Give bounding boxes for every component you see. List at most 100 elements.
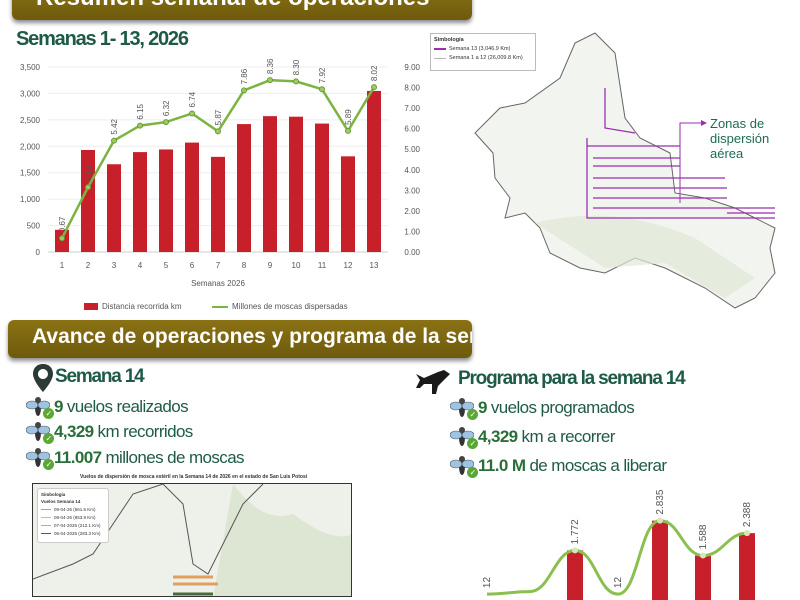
x-tick: 7 xyxy=(216,261,221,270)
map-callout-line3: aérea xyxy=(710,146,744,161)
bar xyxy=(695,555,711,600)
data-label: 6.32 xyxy=(162,100,171,116)
line-point-week-12 xyxy=(345,127,351,134)
bar-week-7 xyxy=(211,156,225,252)
fly-icon: ✓ xyxy=(25,395,54,419)
y-left-tick: 2,500 xyxy=(20,116,41,125)
section-banner-resumen: Resumen semanal de operaciones xyxy=(12,0,472,20)
week14-daily-chart: 12 1.772 12 2.835 1.588 2.388 xyxy=(482,489,755,600)
legend-item-label: 08-04-26 (853.9 Km) xyxy=(54,515,96,520)
stat-number: 4,329 xyxy=(478,427,518,446)
bar-week-13 xyxy=(367,90,381,252)
data-label: 5.87 xyxy=(214,109,223,125)
line-point-week-6 xyxy=(189,110,195,117)
data-label: 0.67 xyxy=(58,216,67,232)
data-label: 7.86 xyxy=(240,68,249,84)
legend-item: 06-04-2026 (283.3 Km) xyxy=(41,531,105,536)
data-label: 12 xyxy=(482,577,493,589)
data-label: 8.36 xyxy=(266,58,275,74)
y-right-tick: 7.00 xyxy=(404,104,420,113)
line-point-week-2 xyxy=(85,184,91,191)
y-left-tick: 1,500 xyxy=(20,169,41,178)
y-right-tick: 5.00 xyxy=(404,145,420,154)
legend-item: 08-04-26 (853.9 Km) xyxy=(41,515,105,520)
check-icon: ✓ xyxy=(43,433,54,444)
data-label: 2.835 xyxy=(655,489,666,514)
legend-item-label: 06-04-2026 (283.3 Km) xyxy=(54,531,101,536)
check-icon: ✓ xyxy=(467,467,478,478)
stat-label: km recorridos xyxy=(97,422,194,441)
x-tick: 11 xyxy=(318,261,327,270)
stat-number: 9 xyxy=(54,397,63,416)
line-point xyxy=(700,552,706,559)
week14-title: Semana 14 xyxy=(55,366,145,387)
y-left-tick: 1,000 xyxy=(20,195,41,204)
data-label: 1.588 xyxy=(698,524,709,549)
bar-week-11 xyxy=(315,123,329,252)
legend-item: Semana 13 (3,046.9 Km) xyxy=(449,46,511,52)
x-tick: 8 xyxy=(242,261,247,270)
fly-icon: ✓ xyxy=(25,446,54,470)
check-icon: ✓ xyxy=(43,408,54,419)
legend-item-label: 07-04-2026 (212.1 Km) xyxy=(54,523,101,528)
fly-icon: ✓ xyxy=(449,425,478,449)
y-left-tick: 3,500 xyxy=(20,63,41,72)
map-callout-line1: Zonas de xyxy=(710,116,764,131)
y-left-tick: 2,000 xyxy=(20,142,41,151)
legend-item: 09-04-26 (561.5 Km) xyxy=(41,507,105,512)
stat-number: 9 xyxy=(478,398,487,417)
line-point xyxy=(744,530,750,537)
fly-icon: ✓ xyxy=(449,396,478,420)
bar-week-4 xyxy=(133,152,147,252)
stat-number: 11.007 xyxy=(54,448,102,467)
chart-subtitle: Semanas 1- 13, 2026 xyxy=(16,28,189,50)
y-right-tick: 8.00 xyxy=(404,84,420,93)
x-tick: 5 xyxy=(164,261,169,270)
line-point-week-13 xyxy=(371,84,377,91)
legend-label: Distancia recorrida km xyxy=(102,302,182,311)
bar-week-8 xyxy=(237,124,251,252)
bar-week-5 xyxy=(159,149,173,252)
legend-title: Simbología xyxy=(434,37,464,43)
bar xyxy=(567,550,583,600)
legend-label: Millones de moscas dispersadas xyxy=(232,302,348,311)
weekly-operations-chart: 0 500 1,000 1,500 2,000 2,500 3,000 3,500 0.00 1.… xyxy=(20,58,421,288)
bar-week-6 xyxy=(185,142,199,252)
legend-subtitle: Vuelos Semana 14 xyxy=(41,499,81,504)
data-label: 2.388 xyxy=(742,502,753,527)
y-left-tick: 500 xyxy=(27,222,41,231)
line-point-week-8 xyxy=(241,87,247,94)
map2-legend: Simbología Vuelos Semana 14 09-04-26 (56… xyxy=(37,488,109,543)
y-right-tick: 3.00 xyxy=(404,186,420,195)
bar xyxy=(652,520,668,600)
stat-item: ✓ 9 vuelos programados xyxy=(449,396,635,420)
data-label: 12 xyxy=(613,577,624,589)
stat-label: de moscas a liberar xyxy=(529,456,667,475)
airplane-icon xyxy=(416,370,450,394)
legend-bars: Distancia recorrida km xyxy=(84,302,182,311)
data-label: 6.15 xyxy=(136,103,145,119)
data-label: 6.74 xyxy=(188,91,197,107)
x-tick: 3 xyxy=(112,261,117,270)
map-callout-line2: dispersión xyxy=(710,131,769,146)
line-point-week-10 xyxy=(293,78,299,85)
stat-item: ✓ 11.007 millones de moscas xyxy=(25,446,245,470)
line-point-week-1 xyxy=(59,235,65,242)
x-tick: 4 xyxy=(138,261,143,270)
bar-week-3 xyxy=(107,164,121,252)
fly-icon: ✓ xyxy=(25,420,54,444)
stat-label: km a recorrer xyxy=(521,427,616,446)
legend-line: Millones de moscas dispersadas xyxy=(212,302,348,311)
x-tick: 12 xyxy=(344,261,353,270)
map2-title: Vuelos de dispersión de mosca estéril en… xyxy=(80,474,308,480)
line-point-week-9 xyxy=(267,77,273,84)
data-label: 3.15 xyxy=(84,165,93,181)
legend-item: 07-04-2026 (212.1 Km) xyxy=(41,523,105,528)
stat-item: ✓ 9 vuelos realizados xyxy=(25,395,189,419)
legend-line-swatch xyxy=(212,305,228,308)
bar-week-10 xyxy=(289,116,303,252)
legend-item: Semana 1 a 12 (26,009.8 Km) xyxy=(449,55,523,61)
x-tick: 1 xyxy=(60,261,65,270)
y-right-tick: 4.00 xyxy=(404,166,420,175)
data-label: 8.30 xyxy=(292,59,301,75)
